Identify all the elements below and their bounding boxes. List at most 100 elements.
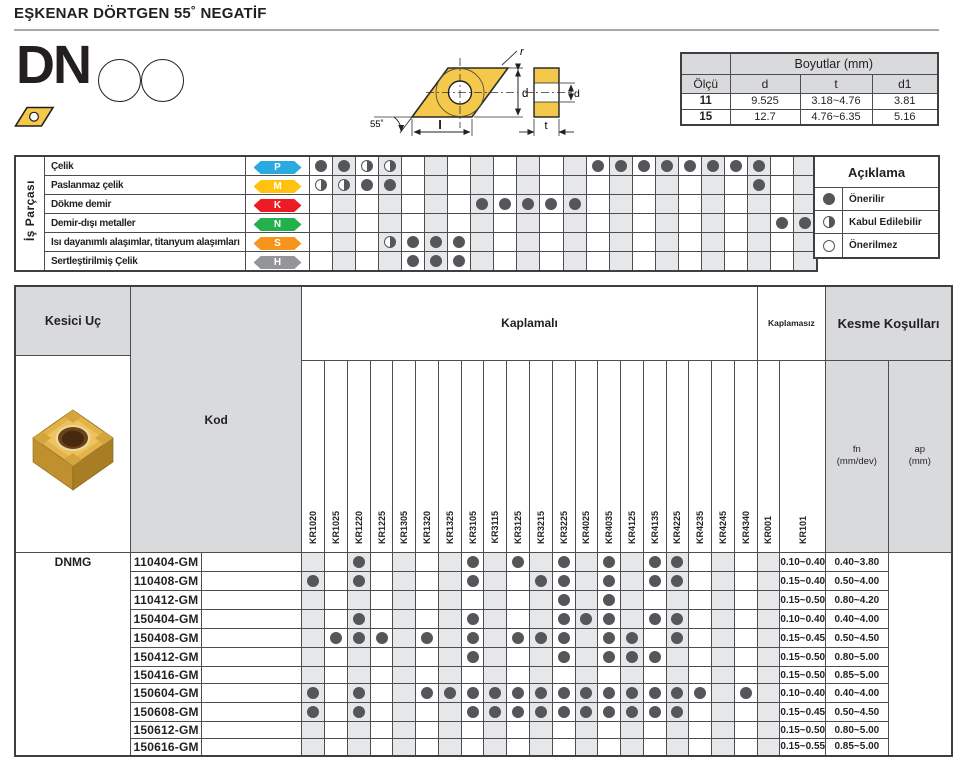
fn-value: 0.15~0.50 <box>779 666 827 684</box>
availability-cell <box>369 738 394 756</box>
coated-header: Kaplamalı <box>301 285 758 361</box>
availability-cell <box>346 571 371 591</box>
catalog-table: Kesici Uç Kod Kaplamalı Kaplam <box>14 285 953 757</box>
availability-cell <box>392 590 417 610</box>
shape-circle-icon <box>141 59 184 102</box>
suitability-cell <box>355 232 380 252</box>
availability-cell <box>506 590 531 610</box>
material-class-badge: P <box>253 161 302 174</box>
suitability-dot-full <box>534 574 547 587</box>
suitability-dot-half <box>384 159 397 172</box>
availability-cell <box>392 738 417 756</box>
suitability-cell <box>654 251 679 272</box>
suitability-cell <box>608 213 633 233</box>
legend-item: Önerilir <box>815 188 938 211</box>
grade-header-text: KR4225 <box>672 510 683 544</box>
suitability-dot-full <box>739 686 752 699</box>
availability-cell <box>733 571 758 591</box>
grade-header-text: KR1305 <box>399 510 410 544</box>
availability-cell <box>574 738 599 756</box>
grade-header-text: KR3115 <box>490 511 501 544</box>
suitability-dot-full <box>580 705 593 718</box>
suitability-dot-full <box>648 650 661 663</box>
insert-shape-icon <box>14 106 55 127</box>
catalog-row: 150416-GM 0.15~0.50 0.85~5.00 <box>15 666 952 684</box>
suitability-dot-full <box>407 235 420 248</box>
suitability-dot-full <box>603 612 616 625</box>
availability-cell <box>551 552 576 572</box>
catalog-row: 150404-GM 0.10~0.40 0.40~4.00 <box>15 609 952 629</box>
availability-cell <box>574 571 599 591</box>
suitability-dot-full <box>499 197 512 210</box>
availability-cell <box>756 721 781 739</box>
availability-cell <box>301 571 326 591</box>
availability-cell <box>733 666 758 684</box>
shape-circle-icon <box>98 59 141 102</box>
grade-header: KR101 <box>779 359 827 554</box>
availability-cell <box>301 628 326 648</box>
suitability-dot-full <box>706 159 719 172</box>
availability-cell <box>620 683 644 703</box>
fn-value: 0.15~0.50 <box>779 647 827 667</box>
suitability-cell <box>631 251 656 272</box>
suitability-dot-full <box>557 631 570 644</box>
suitability-cell <box>355 251 380 272</box>
suitability-cell <box>308 155 334 176</box>
catalog-row: 150608-GM 0.15~0.45 0.50~4.50 <box>15 702 952 722</box>
grade-header: KR1025 <box>324 359 348 554</box>
dimensions-column-header: Ölçü <box>680 73 731 94</box>
material-class-cell: H <box>245 251 310 272</box>
availability-cell <box>642 628 667 648</box>
suitability-dot-full <box>453 254 466 267</box>
grade-header-row: KR1020 KR1025 KR1220 KR1225 KR1305 KR1320 KR13… <box>15 359 953 554</box>
ap-value: 0.50~4.50 <box>825 702 889 722</box>
availability-cell <box>415 738 439 756</box>
availability-cell <box>369 702 394 722</box>
suitability-dot-full <box>512 555 525 568</box>
suitability-cell <box>677 251 702 272</box>
suitability-cell <box>516 194 541 214</box>
availability-cell <box>324 590 348 610</box>
availability-cell <box>688 571 713 591</box>
availability-cell <box>620 571 644 591</box>
catalog-row: 110412-GM 0.15~0.50 0.80~4.20 <box>15 590 952 610</box>
availability-cell <box>665 721 690 739</box>
ap-value: 0.80~5.00 <box>825 721 889 739</box>
suitability-cell <box>470 175 495 195</box>
availability-cell <box>392 609 417 629</box>
suitability-cell <box>516 155 541 176</box>
suitability-cell <box>769 155 794 176</box>
suitability-cell <box>447 194 472 214</box>
grade-header-text: KR3225 <box>558 510 569 544</box>
suitability-dot-full <box>625 686 638 699</box>
grade-header: KR3215 <box>529 359 553 554</box>
availability-cell <box>415 683 439 703</box>
grade-header-text: KR1225 <box>376 510 387 544</box>
legend-symbol <box>815 211 843 233</box>
material-name: Paslanmaz çelik <box>44 175 246 195</box>
availability-cell <box>551 571 576 591</box>
availability-cell <box>324 738 348 756</box>
suitability-cell <box>401 251 426 272</box>
availability-cell <box>415 552 439 572</box>
suitability-dot-full <box>307 686 320 699</box>
suitability-dot-full <box>671 612 684 625</box>
suitability-cell <box>608 232 633 252</box>
label-t: t <box>544 120 547 132</box>
availability-cell <box>506 628 531 648</box>
suitability-dot-full <box>489 686 502 699</box>
suitability-cell <box>516 232 541 252</box>
availability-cell <box>711 702 735 722</box>
availability-cell <box>483 702 508 722</box>
material-row: Dökme demir K <box>15 194 818 214</box>
suitability-cell <box>769 251 794 272</box>
availability-cell <box>756 738 781 756</box>
availability-cell <box>597 666 622 684</box>
grade-header: KR001 <box>756 359 781 554</box>
label-l: l <box>438 118 441 132</box>
availability-cell <box>301 552 326 572</box>
suitability-dot-full <box>352 612 365 625</box>
availability-cell <box>756 609 781 629</box>
dimensions-corner-cell <box>680 52 731 75</box>
catalog-row: 150604-GM 0.10~0.40 0.40~4.00 <box>15 683 952 703</box>
